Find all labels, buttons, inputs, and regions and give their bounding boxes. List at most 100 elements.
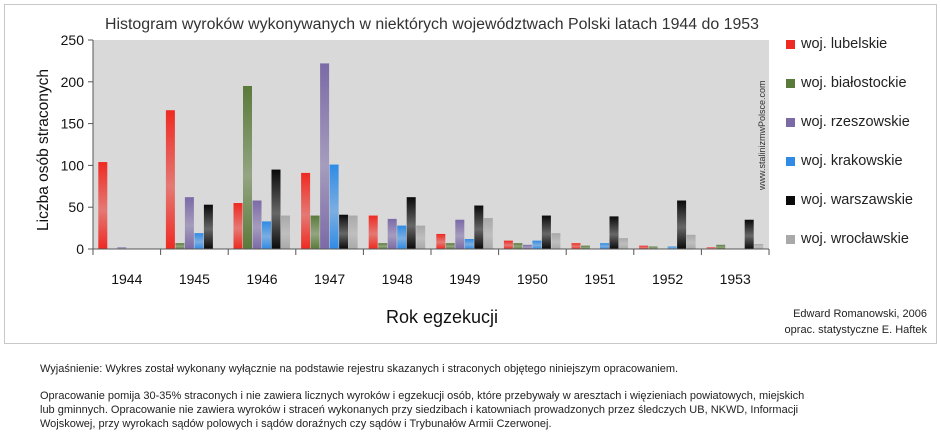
x-tick-label: 1946	[246, 271, 277, 287]
legend-item: woj. wrocławskie	[786, 231, 909, 251]
bar	[184, 197, 194, 249]
x-tick-label: 1945	[179, 271, 210, 287]
bar	[455, 219, 465, 249]
y-axis: 0 50 100 150 200 250	[61, 32, 94, 257]
y-tick-label: 0	[76, 241, 84, 257]
y-tick-label: 100	[61, 157, 85, 173]
bar	[117, 247, 127, 249]
histogram-chart: Histogram wyroków wykonywanych w niektór…	[35, 16, 770, 327]
bar	[348, 215, 358, 249]
bar	[194, 233, 204, 249]
bar	[406, 197, 416, 249]
x-tick-label: 1948	[382, 271, 413, 287]
bar	[464, 238, 474, 249]
legend-swatch	[786, 234, 795, 244]
bar	[706, 247, 716, 249]
bar	[281, 215, 290, 249]
legend-swatch	[786, 156, 795, 166]
note-line-3: lub gminnych. Opracowanie nie zawiera wy…	[40, 404, 799, 416]
bar	[320, 63, 330, 249]
bar	[416, 225, 426, 249]
legend-label: woj. wrocławskie	[801, 231, 909, 247]
bar	[667, 246, 677, 249]
bar	[339, 214, 349, 249]
bar	[532, 240, 542, 249]
bar	[600, 243, 609, 249]
bar	[522, 244, 532, 249]
bar	[175, 243, 185, 249]
bar	[639, 245, 649, 249]
bar	[368, 215, 378, 249]
bar	[262, 221, 271, 249]
legend-label: woj. rzeszowskie	[801, 114, 910, 130]
bar	[754, 243, 764, 249]
y-tick-label: 50	[68, 199, 84, 215]
bar	[581, 245, 590, 249]
bar	[474, 205, 484, 249]
legend-swatch	[786, 195, 795, 205]
bar	[233, 203, 243, 249]
bar	[387, 218, 397, 249]
x-tick-label: 1950	[517, 271, 548, 287]
bar	[503, 240, 513, 249]
x-tick-label: 1949	[449, 271, 480, 287]
bar	[609, 216, 619, 249]
bar	[716, 244, 726, 249]
legend-item: woj. warszawskie	[786, 192, 913, 212]
x-tick-label: 1947	[314, 271, 345, 287]
bar	[686, 234, 696, 249]
bar	[445, 243, 455, 249]
bar	[648, 246, 658, 249]
bar	[98, 162, 108, 249]
bar	[271, 169, 281, 249]
y-axis-label: Liczba osób straconych	[35, 69, 52, 231]
bar	[252, 200, 262, 249]
legend-label: woj. warszawskie	[801, 192, 913, 208]
bar	[436, 233, 446, 249]
x-tick-label: 1944	[111, 271, 142, 287]
y-tick-label: 150	[61, 116, 85, 132]
legend-item: woj. białostockie	[786, 75, 907, 95]
bar	[397, 225, 407, 249]
legend-item: woj. krakowskie	[786, 153, 903, 173]
y-tick-label: 250	[61, 32, 85, 48]
bar	[310, 215, 320, 249]
bar	[203, 204, 213, 249]
bar	[329, 164, 339, 249]
bar	[513, 243, 523, 249]
bar	[619, 238, 628, 249]
chart-title: Histogram wyroków wykonywanych w niektór…	[105, 16, 759, 33]
x-tick-label: 1951	[584, 271, 615, 287]
legend-item: woj. rzeszowskie	[786, 114, 910, 134]
x-axis: 1944 1945 1946 1947 1948 1949 1950 1951 1952 1953	[92, 248, 770, 287]
note-line-1: Wyjaśnienie: Wykres został wykonany wyłą…	[40, 363, 679, 375]
bar	[571, 243, 581, 249]
legend-swatch	[786, 39, 795, 49]
bar	[301, 172, 311, 249]
y-tick-label: 200	[61, 74, 85, 90]
plot-area	[93, 40, 769, 249]
legend-label: woj. krakowskie	[801, 153, 903, 169]
bar	[541, 215, 551, 249]
legend-swatch	[786, 78, 795, 88]
bar	[378, 243, 388, 249]
note-line-4: Wojskowej, przy wyrokach sądów polowych …	[40, 418, 552, 430]
bar	[744, 219, 754, 249]
credit-stats: oprac. statystyczne E. Haftek	[784, 324, 927, 336]
x-tick-label: 1953	[720, 271, 751, 287]
legend-label: woj. białostockie	[801, 75, 907, 91]
watermark-text: www.stalinizmwPolsce.com	[757, 80, 767, 190]
note-line-2: Opracowanie pomija 30-35% straconych i n…	[40, 390, 805, 402]
bar	[677, 200, 687, 249]
x-tick-label: 1952	[652, 271, 683, 287]
bar	[551, 233, 561, 249]
bar	[165, 110, 175, 249]
bars	[98, 63, 764, 249]
bar	[243, 85, 252, 249]
credit-author: Edward Romanowski, 2006	[793, 308, 927, 320]
bar	[483, 218, 493, 249]
x-axis-label: Rok egzekucji	[386, 307, 498, 327]
legend-label: woj. lubelskie	[801, 36, 888, 52]
legend-item: woj. lubelskie	[786, 36, 887, 56]
legend-swatch	[786, 117, 795, 127]
